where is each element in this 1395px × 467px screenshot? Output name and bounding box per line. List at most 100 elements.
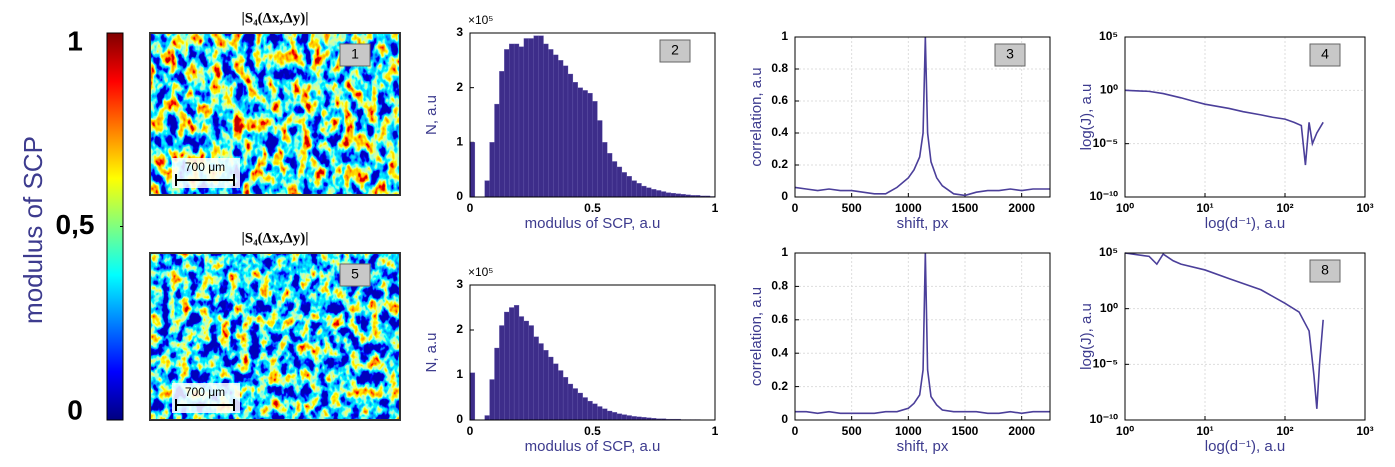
y-tick-label: 10⁰	[1100, 301, 1118, 315]
histogram-bar	[567, 383, 574, 421]
histogram-bar	[504, 49, 510, 198]
x-axis-label: log(d⁻¹), a.u	[1205, 215, 1285, 232]
histogram-bar	[518, 46, 525, 198]
badge: 4	[1321, 46, 1329, 62]
histogram-bar	[646, 187, 652, 198]
histogram-bar	[562, 377, 569, 421]
histogram-bar	[626, 176, 632, 198]
x-tick-label: 2000	[1008, 201, 1035, 215]
image-frame	[149, 252, 401, 421]
histogram-bar	[533, 35, 539, 198]
x-tick-label: 500	[842, 424, 862, 438]
y-axis-label: log(J), a.u	[1078, 303, 1095, 370]
x-axis-label: shift, px	[897, 438, 949, 455]
histogram-bar	[651, 189, 657, 198]
y-tick-label: 0.4	[771, 345, 788, 359]
x-tick-label: 10⁰	[1116, 424, 1134, 438]
y-tick-label: 3	[456, 277, 463, 291]
histogram-bar	[616, 166, 623, 198]
x-tick-label: 0.5	[584, 201, 601, 215]
histogram-bar	[631, 180, 637, 198]
y-tick-label: 1	[781, 29, 788, 43]
x-tick-label: 10³	[1356, 424, 1373, 438]
histogram-bar	[504, 311, 510, 421]
histogram-bar	[607, 153, 613, 198]
axis-multiplier: ×10⁵	[468, 265, 493, 279]
badge: 5	[351, 266, 359, 282]
y-tick-label: 0	[781, 412, 788, 426]
badge-box	[659, 39, 691, 63]
x-tick-label: 10³	[1356, 201, 1373, 215]
histogram-bar	[602, 408, 608, 421]
x-tick-label: 0	[792, 201, 799, 215]
histogram-bar	[499, 71, 505, 198]
histogram-bar	[538, 343, 544, 421]
colorbar-tick-label: 0,5	[56, 209, 95, 240]
y-tick-label: 0	[456, 189, 463, 203]
histogram-bar	[607, 410, 613, 421]
histogram-bar	[523, 38, 529, 198]
histogram-bar	[509, 307, 515, 421]
histogram-bar	[528, 38, 534, 198]
scale-bar-label: 700 μm	[185, 385, 225, 399]
x-tick-label: 1500	[952, 201, 979, 215]
histogram-bar	[484, 180, 490, 198]
histogram-bar	[538, 35, 544, 198]
histogram-bar	[597, 406, 603, 421]
histogram-bar	[587, 400, 593, 421]
histogram-bar	[528, 325, 534, 421]
y-axis-label: correlation, a.u	[748, 67, 765, 166]
x-tick-label: 10⁰	[1116, 201, 1134, 215]
histogram-bar	[572, 388, 578, 421]
badge-box	[1309, 43, 1341, 67]
histogram-bar	[562, 65, 569, 198]
histogram-bar	[548, 356, 554, 421]
histogram-bar	[626, 415, 632, 421]
histogram-bar	[543, 350, 549, 421]
badge-box	[994, 43, 1026, 67]
histogram-bar	[621, 414, 627, 421]
histogram-bar	[558, 60, 564, 198]
histogram-bar	[518, 316, 525, 421]
y-tick-label: 10⁻⁵	[1093, 357, 1118, 371]
x-tick-label: 0	[467, 424, 474, 438]
histogram-bar	[611, 161, 618, 198]
histogram-bar	[636, 183, 642, 198]
histogram-bar	[641, 185, 647, 198]
x-tick-label: 0	[792, 424, 799, 438]
series-line	[794, 36, 1050, 197]
y-axis-label: N, a.u	[423, 332, 440, 372]
badge-box	[1309, 259, 1341, 283]
y-tick-label: 10⁰	[1100, 83, 1118, 97]
y-tick-label: 10⁵	[1099, 245, 1118, 259]
histogram-bar	[484, 415, 490, 421]
x-tick-label: 0.5	[584, 424, 601, 438]
histogram-bar	[597, 120, 603, 198]
histogram-bar	[621, 172, 627, 198]
y-tick-label: 0.6	[771, 93, 788, 107]
badge-box	[339, 43, 371, 67]
plot-frame	[1124, 252, 1366, 421]
y-tick-label: 0.2	[771, 157, 788, 171]
histogram-bar	[582, 90, 588, 198]
y-tick-label: 0.4	[771, 125, 788, 139]
y-axis-label: log(J), a.u	[1078, 84, 1095, 151]
histogram-bar	[469, 142, 476, 198]
histogram-bar	[543, 43, 549, 198]
histogram-bar	[553, 363, 559, 421]
x-tick-label: 10¹	[1196, 201, 1213, 215]
histogram-bar	[592, 101, 598, 198]
y-tick-label: 10⁻¹⁰	[1090, 189, 1119, 203]
y-tick-label: 2	[456, 80, 463, 94]
axis-multiplier: ×10⁵	[468, 13, 493, 27]
image-title: |S₄(Δx,Δy)|	[242, 230, 309, 246]
histogram-bar	[533, 336, 539, 421]
histogram-bar	[523, 320, 529, 421]
x-tick-label: 500	[842, 201, 862, 215]
histogram-bar	[665, 192, 672, 198]
histogram-bar	[631, 416, 637, 421]
badge: 2	[671, 42, 679, 58]
histogram-bar	[489, 379, 495, 421]
histogram-bar	[509, 43, 515, 198]
y-tick-label: 10⁻¹⁰	[1090, 412, 1119, 426]
